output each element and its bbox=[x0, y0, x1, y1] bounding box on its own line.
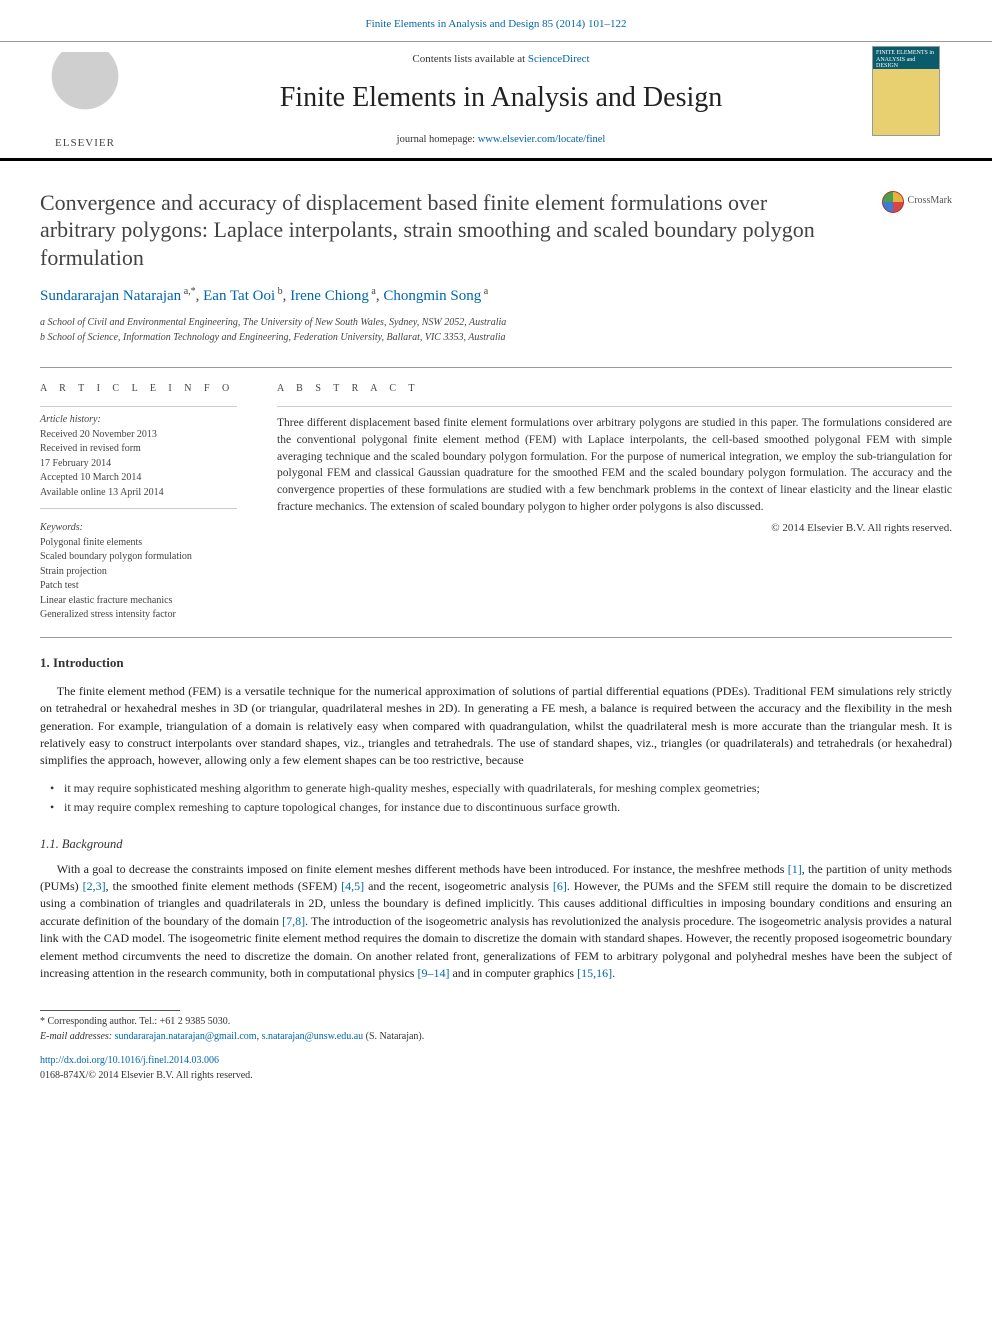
abstract-rule bbox=[277, 406, 952, 407]
author-1[interactable]: Sundararajan Natarajan bbox=[40, 288, 181, 304]
section-introduction: 1. Introduction The finite element metho… bbox=[0, 638, 992, 982]
title-block: CrossMark Convergence and accuracy of di… bbox=[0, 161, 992, 353]
info-rule-2 bbox=[40, 508, 237, 509]
author-4-sup: a bbox=[481, 286, 488, 297]
journal-homepage-line: journal homepage: www.elsevier.com/locat… bbox=[138, 132, 864, 147]
history-line-1: Received in revised form bbox=[40, 442, 237, 457]
background-p1: With a goal to decrease the constraints … bbox=[40, 861, 952, 983]
keyword-4: Linear elastic fracture mechanics bbox=[40, 594, 237, 609]
abstract-text: Three different displacement based finit… bbox=[277, 415, 952, 515]
footnote-rule bbox=[40, 1010, 180, 1011]
keyword-1: Scaled boundary polygon formulation bbox=[40, 550, 237, 565]
abstract-copyright: © 2014 Elsevier B.V. All rights reserved… bbox=[277, 521, 952, 537]
ref-9-14[interactable]: [9–14] bbox=[417, 966, 449, 980]
footnotes: * Corresponding author. Tel.: +61 2 9385… bbox=[0, 986, 992, 1044]
crossmark-label: CrossMark bbox=[908, 194, 952, 209]
abstract-col: A B S T R A C T Three different displace… bbox=[255, 382, 952, 623]
author-3-sup: a bbox=[369, 286, 376, 297]
affiliation-a: a School of Civil and Environmental Engi… bbox=[40, 316, 952, 331]
crossmark-icon bbox=[882, 191, 904, 213]
email-line: E-mail addresses: sundararajan.natarajan… bbox=[40, 1030, 952, 1045]
contents-available-line: Contents lists available at ScienceDirec… bbox=[138, 52, 864, 68]
article-info-heading: A R T I C L E I N F O bbox=[40, 382, 237, 397]
author-4[interactable]: Chongmin Song bbox=[383, 288, 481, 304]
keywords-label: Keywords: bbox=[40, 521, 237, 536]
intro-bullets: it may require sophisticated meshing alg… bbox=[40, 774, 952, 821]
article-info-col: A R T I C L E I N F O Article history: R… bbox=[40, 382, 255, 623]
journal-info-col: Contents lists available at ScienceDirec… bbox=[130, 42, 872, 158]
paper-title: Convergence and accuracy of displacement… bbox=[40, 189, 840, 272]
intro-bullet-0: it may require sophisticated meshing alg… bbox=[50, 780, 952, 797]
history-line-2: 17 February 2014 bbox=[40, 457, 237, 472]
corresponding-author: * Corresponding author. Tel.: +61 2 9385… bbox=[40, 1015, 952, 1030]
top-citation-bar: Finite Elements in Analysis and Design 8… bbox=[0, 0, 992, 42]
history-line-4: Available online 13 April 2014 bbox=[40, 486, 237, 501]
info-abstract-row: A R T I C L E I N F O Article history: R… bbox=[0, 368, 992, 623]
doi-link[interactable]: http://dx.doi.org/10.1016/j.finel.2014.0… bbox=[40, 1055, 219, 1066]
author-2-sup: b bbox=[275, 286, 283, 297]
email-1[interactable]: sundararajan.natarajan@gmail.com bbox=[115, 1031, 257, 1042]
ref-15-16[interactable]: [15,16] bbox=[577, 966, 612, 980]
keyword-2: Strain projection bbox=[40, 565, 237, 580]
author-1-sup: a,* bbox=[181, 286, 195, 297]
journal-homepage-link[interactable]: www.elsevier.com/locate/finel bbox=[478, 134, 606, 145]
affiliation-b: b School of Science, Information Technol… bbox=[40, 331, 952, 346]
homepage-prefix: journal homepage: bbox=[397, 134, 478, 145]
keyword-0: Polygonal finite elements bbox=[40, 536, 237, 551]
ref-2-3[interactable]: [2,3] bbox=[83, 879, 106, 893]
info-rule bbox=[40, 406, 237, 407]
email-label: E-mail addresses: bbox=[40, 1031, 115, 1042]
elsevier-tree-icon bbox=[50, 52, 120, 132]
ref-6[interactable]: [6] bbox=[553, 879, 567, 893]
background-heading: 1.1. Background bbox=[40, 835, 952, 853]
intro-bullet-1: it may require complex remeshing to capt… bbox=[50, 799, 952, 816]
abstract-heading: A B S T R A C T bbox=[277, 382, 952, 397]
author-2[interactable]: Ean Tat Ooi bbox=[203, 288, 275, 304]
ref-4-5[interactable]: [4,5] bbox=[341, 879, 364, 893]
ref-7-8[interactable]: [7,8] bbox=[282, 914, 305, 928]
email-2[interactable]: s.natarajan@unsw.edu.au bbox=[262, 1031, 364, 1042]
journal-header: ELSEVIER Contents lists available at Sci… bbox=[0, 42, 992, 161]
affiliations: a School of Civil and Environmental Engi… bbox=[40, 316, 952, 346]
journal-cover-col: FINITE ELEMENTS in ANALYSIS and DESIGN bbox=[872, 42, 952, 158]
cover-text: FINITE ELEMENTS in ANALYSIS and DESIGN bbox=[876, 50, 936, 70]
contents-prefix: Contents lists available at bbox=[412, 53, 527, 65]
journal-citation-link[interactable]: Finite Elements in Analysis and Design 8… bbox=[366, 18, 627, 30]
ref-1[interactable]: [1] bbox=[788, 862, 802, 876]
author-list: Sundararajan Natarajan a,*, Ean Tat Ooi … bbox=[40, 285, 952, 308]
history-line-3: Accepted 10 March 2014 bbox=[40, 471, 237, 486]
doi-block: http://dx.doi.org/10.1016/j.finel.2014.0… bbox=[0, 1044, 992, 1103]
intro-p1: The finite element method (FEM) is a ver… bbox=[40, 683, 952, 770]
issn-copyright: 0168-874X/© 2014 Elsevier B.V. All right… bbox=[40, 1069, 952, 1084]
publisher-name: ELSEVIER bbox=[40, 136, 130, 152]
keyword-3: Patch test bbox=[40, 579, 237, 594]
author-3[interactable]: Irene Chiong bbox=[290, 288, 369, 304]
history-label: Article history: bbox=[40, 413, 237, 428]
publisher-logo-col: ELSEVIER bbox=[40, 42, 130, 158]
journal-cover-thumb: FINITE ELEMENTS in ANALYSIS and DESIGN bbox=[872, 46, 940, 136]
crossmark-badge[interactable]: CrossMark bbox=[882, 191, 952, 213]
journal-title: Finite Elements in Analysis and Design bbox=[138, 78, 864, 119]
intro-heading: 1. Introduction bbox=[40, 654, 952, 673]
sciencedirect-link[interactable]: ScienceDirect bbox=[528, 53, 590, 65]
keyword-5: Generalized stress intensity factor bbox=[40, 608, 237, 623]
email-suffix: (S. Natarajan). bbox=[363, 1031, 424, 1042]
history-line-0: Received 20 November 2013 bbox=[40, 428, 237, 443]
